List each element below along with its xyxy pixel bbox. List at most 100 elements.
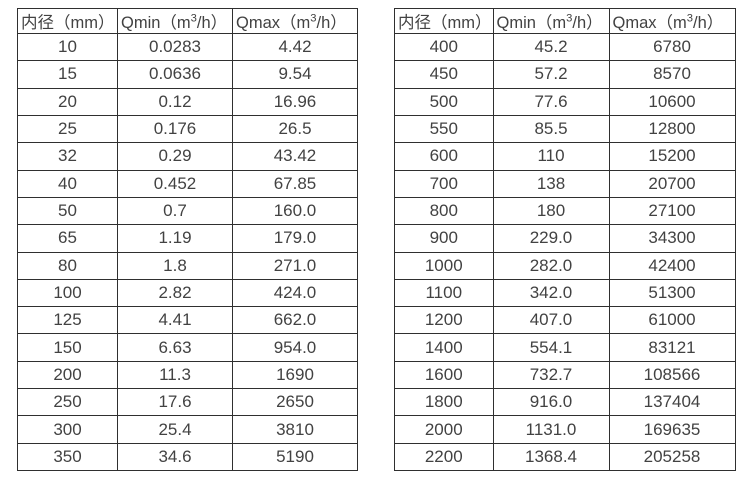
- table-cell: 27100: [608, 196, 736, 226]
- table-cell: 554.1: [492, 333, 610, 362]
- table-header: 内径（mm） Qmin（m3/h） Qmax（m3/h）: [394, 8, 736, 34]
- table-cell: 400: [394, 32, 494, 62]
- table-cell: 0.176: [117, 114, 233, 144]
- table-cell: 4.42: [232, 32, 358, 62]
- table-cell: 20: [17, 87, 118, 116]
- table-row: 450 57.2 8570: [394, 60, 736, 89]
- table-row: 1000 282.0 42400: [394, 251, 736, 280]
- table-cell: 17.6: [117, 388, 233, 417]
- table-cell: 85.5: [492, 114, 610, 144]
- table-cell: 450: [394, 60, 494, 89]
- table-cell: 200: [17, 360, 118, 390]
- column-header: Qmax（m3/h）: [232, 8, 358, 34]
- table-row: 25 0.176 26.5: [17, 114, 358, 144]
- cubed-superscript: 3: [310, 12, 317, 25]
- table-cell: 10600: [608, 87, 736, 116]
- column-header: Qmax（m3/h）: [608, 8, 736, 34]
- table-cell: 57.2: [492, 60, 610, 89]
- table-cell: 16.96: [232, 87, 358, 116]
- table-cell: 282.0: [492, 251, 610, 280]
- table-cell: 45.2: [492, 32, 610, 62]
- table-cell: 732.7: [492, 360, 610, 390]
- table-cell: 34.6: [117, 442, 233, 472]
- table-cell: 138: [492, 169, 610, 198]
- table-cell: 83121: [608, 333, 736, 362]
- table-row: 32 0.29 43.42: [17, 142, 358, 171]
- table-cell: 11.3: [117, 360, 233, 390]
- header-row: 内径（mm） Qmin（m3/h） Qmax（m3/h）: [394, 8, 736, 34]
- table-cell: 42400: [608, 251, 736, 280]
- table-row: 2200 1368.4 205258: [394, 442, 736, 472]
- table-row: 900 229.0 34300: [394, 224, 736, 253]
- table-cell: 1100: [394, 278, 494, 308]
- table-cell: 1800: [394, 388, 494, 417]
- table-row: 1100 342.0 51300: [394, 278, 736, 308]
- table-row: 80 1.8 271.0: [17, 251, 358, 280]
- table-cell: 1.8: [117, 251, 233, 280]
- table-row: 150 6.63 954.0: [17, 333, 358, 362]
- table-row: 700 138 20700: [394, 169, 736, 198]
- table-cell: 110: [492, 142, 610, 171]
- table-row: 1800 916.0 137404: [394, 388, 736, 417]
- table-row: 1600 732.7 108566: [394, 360, 736, 390]
- table-row: 350 34.6 5190: [17, 442, 358, 472]
- table-cell: 916.0: [492, 388, 610, 417]
- table-cell: 407.0: [492, 306, 610, 335]
- table-cell: 8570: [608, 60, 736, 89]
- table-cell: 26.5: [232, 114, 358, 144]
- table-cell: 600: [394, 142, 494, 171]
- table-cell: 900: [394, 224, 494, 253]
- table-row: 20 0.12 16.96: [17, 87, 358, 116]
- table-cell: 662.0: [232, 306, 358, 335]
- column-header: Qmin（m3/h）: [492, 8, 610, 34]
- table-cell: 67.85: [232, 169, 358, 198]
- table-cell: 800: [394, 196, 494, 226]
- table-cell: 424.0: [232, 278, 358, 308]
- table-cell: 125: [17, 306, 118, 335]
- header-row: 内径（mm） Qmin（m3/h） Qmax（m3/h）: [17, 8, 358, 34]
- table-cell: 0.0636: [117, 60, 233, 89]
- table-cell: 100: [17, 278, 118, 308]
- table-cell: 271.0: [232, 251, 358, 280]
- table-cell: 1400: [394, 333, 494, 362]
- table-cell: 205258: [608, 442, 736, 472]
- table-cell: 1600: [394, 360, 494, 390]
- table-row: 40 0.452 67.85: [17, 169, 358, 198]
- table-row: 500 77.6 10600: [394, 87, 736, 116]
- table-cell: 150: [17, 333, 118, 362]
- table-cell: 179.0: [232, 224, 358, 253]
- table-cell: 108566: [608, 360, 736, 390]
- cubed-superscript: 3: [686, 12, 693, 25]
- table-cell: 229.0: [492, 224, 610, 253]
- column-header: 内径（mm）: [17, 8, 118, 34]
- table-row: 250 17.6 2650: [17, 388, 358, 417]
- table-cell: 9.54: [232, 60, 358, 89]
- table-cell: 15: [17, 60, 118, 89]
- table-cell: 61000: [608, 306, 736, 335]
- table-cell: 500: [394, 87, 494, 116]
- table-cell: 2650: [232, 388, 358, 417]
- table-cell: 700: [394, 169, 494, 198]
- table-cell: 12800: [608, 114, 736, 144]
- table-cell: 300: [17, 415, 118, 444]
- table-cell: 2200: [394, 442, 494, 472]
- table-row: 550 85.5 12800: [394, 114, 736, 144]
- table-cell: 2000: [394, 415, 494, 444]
- table-row: 1400 554.1 83121: [394, 333, 736, 362]
- table-row: 200 11.3 1690: [17, 360, 358, 390]
- flow-table-large-diameters: 内径（mm） Qmin（m3/h） Qmax（m3/h） 400 45.2 6780 45…: [394, 8, 736, 472]
- table-cell: 550: [394, 114, 494, 144]
- table-cell: 1131.0: [492, 415, 610, 444]
- table-cell: 3810: [232, 415, 358, 444]
- table-cell: 0.12: [117, 87, 233, 116]
- table-cell: 77.6: [492, 87, 610, 116]
- table-cell: 10: [17, 32, 118, 62]
- table-cell: 51300: [608, 278, 736, 308]
- table-cell: 6780: [608, 32, 736, 62]
- table-row: 10 0.0283 4.42: [17, 32, 358, 62]
- table-cell: 25: [17, 114, 118, 144]
- table-cell: 2.82: [117, 278, 233, 308]
- table-cell: 25.4: [117, 415, 233, 444]
- table-cell: 250: [17, 388, 118, 417]
- table-body: 10 0.0283 4.42 15 0.0636 9.54 20 0.12 16.96 25 0.1…: [17, 32, 358, 472]
